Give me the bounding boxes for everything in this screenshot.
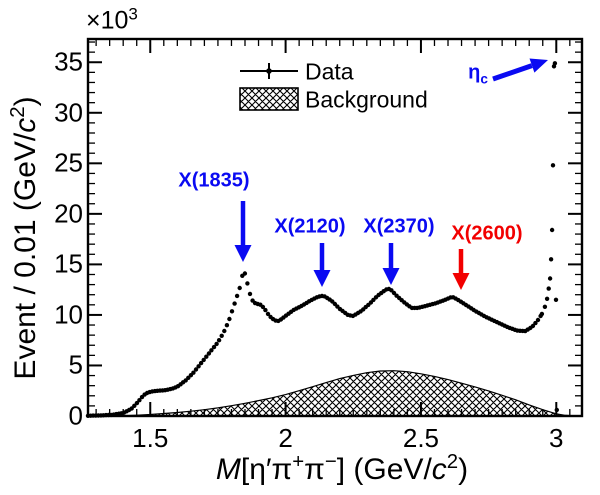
y-tick-label-5: 5 (68, 349, 83, 380)
y-tick-label-35: 35 (54, 46, 83, 77)
legend-swatch-background (239, 87, 299, 111)
legend-label-background: Background (305, 86, 428, 113)
annotation-label-x1835: X(1835) (178, 169, 250, 192)
y-tick-label-20: 20 (54, 198, 83, 229)
x-tick-label-2: 2 (278, 423, 293, 453)
y-axis-title: Event / 0.01 (GeV/c2) (7, 96, 42, 380)
x-tick-label-3: 3 (549, 423, 564, 453)
data-points (85, 61, 559, 418)
y-tick-label-0: 0 (68, 400, 83, 431)
x-tick-label-2.5: 2.5 (402, 423, 440, 453)
plot-frame (86, 37, 584, 418)
background-histogram (119, 370, 574, 417)
y-tick-label-25: 25 (54, 147, 83, 178)
annotation-arrow-x2120 (313, 243, 331, 287)
annotation-arrow-x1835 (234, 201, 252, 262)
annotation-label-x2120: X(2120) (274, 215, 346, 238)
legend-marker-data (240, 63, 298, 79)
y-axis-exponent-label: ×103 (86, 4, 138, 35)
y-tick-label-10: 10 (54, 299, 83, 330)
x-tick-label-1.5: 1.5 (132, 423, 169, 453)
annotation-arrow-etac (492, 58, 548, 82)
annotation-label-etac: ηc (468, 61, 488, 87)
y-tick-label-15: 15 (54, 248, 83, 279)
legend-label-data: Data (305, 58, 354, 85)
annotation-label-x2600: X(2600) (451, 222, 523, 245)
annotation-arrow-x2370 (382, 243, 400, 285)
x-axis-title: M[η′π+π−] (GeV/c2) (215, 451, 469, 486)
annotation-label-x2370: X(2370) (363, 215, 435, 238)
y-tick-label-30: 30 (54, 97, 83, 128)
annotation-arrow-x2600 (452, 249, 470, 290)
